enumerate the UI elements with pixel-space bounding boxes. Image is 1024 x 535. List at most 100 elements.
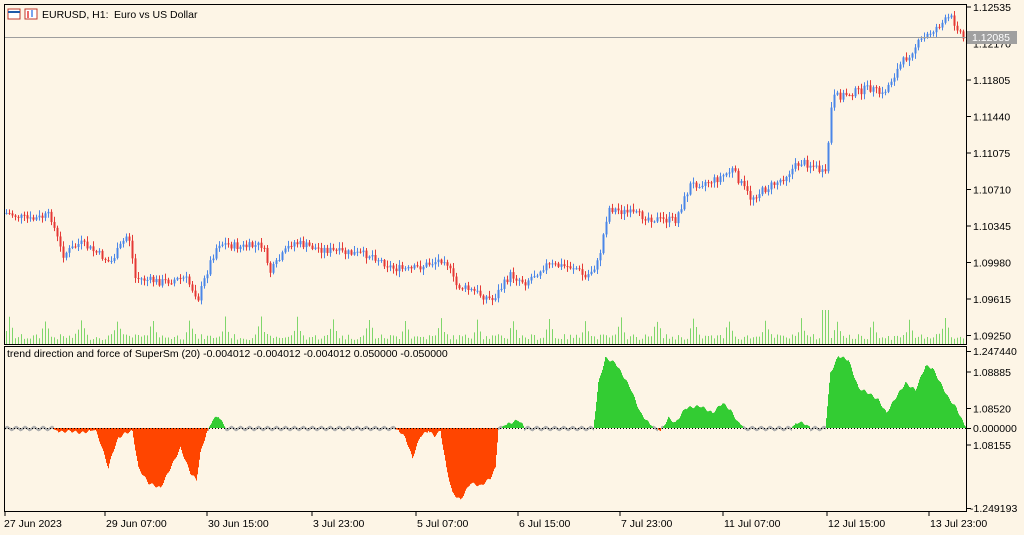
candle-body [536, 275, 539, 277]
candle-body [782, 179, 785, 182]
zero-line-dot [566, 428, 567, 429]
candle-body [542, 270, 545, 272]
candle-body [623, 209, 626, 215]
zero-line-dot [419, 428, 420, 429]
candle-body [833, 94, 836, 108]
candle-body [740, 180, 743, 184]
zero-line-dot [899, 428, 900, 429]
candle-body [626, 209, 629, 213]
window-icon[interactable] [7, 8, 21, 20]
zero-line-dot [662, 428, 663, 429]
candle-body [578, 268, 581, 270]
candle-body [443, 262, 446, 264]
zero-line-dot [887, 428, 888, 429]
candle-body [110, 260, 113, 262]
candle-body [296, 242, 299, 245]
candle-body [770, 182, 773, 190]
zero-line-dot [647, 428, 648, 429]
zero-line-dot [11, 428, 12, 429]
candle-body [650, 217, 653, 222]
zero-line-dot [251, 428, 252, 429]
zero-line-dot [326, 428, 327, 429]
zero-line-dot [383, 428, 384, 429]
price-tick-label: 1.11075 [973, 148, 1010, 160]
candle-body [950, 15, 953, 18]
zero-line-dot [476, 428, 477, 429]
zero-line-dot [884, 428, 885, 429]
candle-body [848, 94, 851, 96]
candle-body [941, 22, 944, 28]
candle-body [512, 272, 515, 279]
candle-body [257, 242, 260, 246]
candle-body [896, 68, 899, 78]
time-tick-label: 27 Jun 2023 [4, 518, 62, 530]
zero-line-dot [752, 428, 753, 429]
candle-body [692, 182, 695, 184]
price-tick-label: 1.11440 [973, 112, 1010, 124]
candle-body [161, 279, 164, 286]
candle-body [533, 276, 536, 278]
candle-body [20, 214, 23, 218]
candle-body [239, 246, 242, 249]
candle-body [392, 265, 395, 269]
candle-body [317, 247, 320, 249]
candle-body [293, 242, 296, 247]
candle-body [455, 276, 458, 286]
candle-body [50, 211, 53, 222]
zero-line-dot [422, 428, 423, 429]
zero-line-dot [575, 428, 576, 429]
zero-line-dot [503, 428, 504, 429]
time-tick-label: 30 Jun 15:00 [208, 518, 269, 530]
candle-body [368, 256, 371, 259]
indicator-panel-frame [4, 346, 967, 512]
zero-line-dot [443, 428, 444, 429]
candle-body [836, 92, 839, 95]
zero-line-dot [446, 428, 447, 429]
zero-line-dot [731, 428, 732, 429]
zero-line-dot [629, 428, 630, 429]
candle-body [371, 255, 374, 257]
zero-line-dot [512, 428, 513, 429]
candle-body [914, 47, 917, 54]
zero-line-dot [758, 428, 759, 429]
zero-line-dot [53, 428, 54, 429]
zero-line-dot [389, 428, 390, 429]
time-tick-label: 5 Jul 07:00 [417, 518, 469, 530]
candle-body [458, 285, 461, 289]
zero-line-dot [176, 428, 177, 429]
zero-line-dot [329, 428, 330, 429]
zero-line-dot [956, 428, 957, 429]
candle-body [707, 182, 710, 184]
candle-body [779, 179, 782, 183]
zero-line-dot [671, 428, 672, 429]
candle-body [875, 87, 878, 89]
chart-icon[interactable] [24, 8, 38, 20]
candle-body [146, 279, 149, 281]
candle-body [395, 268, 398, 272]
candle-body [722, 175, 725, 177]
zero-line-dot [101, 428, 102, 429]
zero-line-dot [917, 428, 918, 429]
zero-line-dot [875, 428, 876, 429]
zero-line-dot [488, 428, 489, 429]
candle-body [785, 176, 788, 182]
zero-line-dot [749, 428, 750, 429]
zero-line-dot [437, 428, 438, 429]
zero-line-dot [920, 428, 921, 429]
candle-body [596, 260, 599, 270]
zero-line-dot [410, 428, 411, 429]
candle-body [116, 247, 119, 259]
zero-line-dot [302, 428, 303, 429]
symbol-header: EURUSD, H1: Euro vs US Dollar [7, 8, 198, 21]
zero-line-dot [698, 428, 699, 429]
candle-body [695, 182, 698, 188]
zero-line-dot [191, 428, 192, 429]
candle-body [341, 248, 344, 251]
zero-line-dot [140, 428, 141, 429]
candle-body [653, 221, 656, 223]
candle-body [149, 276, 152, 280]
zero-line-dot [188, 428, 189, 429]
candle-body [359, 251, 362, 253]
candle-body [365, 250, 368, 259]
